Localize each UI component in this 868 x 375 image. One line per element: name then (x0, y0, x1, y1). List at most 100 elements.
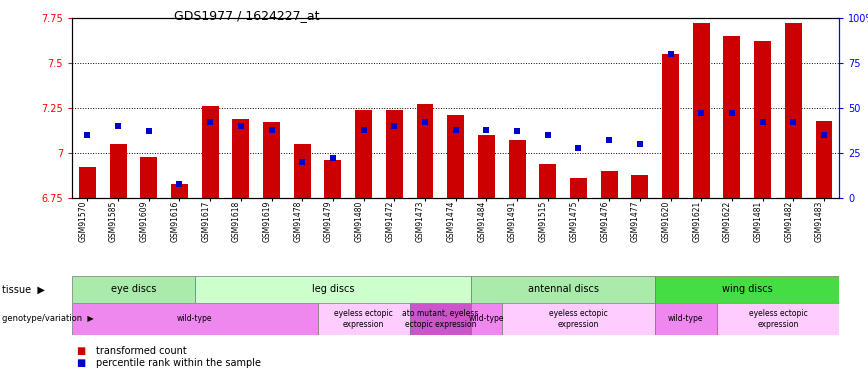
Text: GSM91484: GSM91484 (477, 201, 486, 242)
Bar (816, 121, 832, 198)
Text: GDS1977 / 1624227_at: GDS1977 / 1624227_at (174, 9, 319, 22)
Bar (471, 303, 502, 335)
Text: GSM91477: GSM91477 (631, 201, 640, 243)
Text: GSM91475: GSM91475 (569, 201, 578, 243)
Bar (471, 276, 655, 303)
Bar (502, 303, 655, 335)
Bar (601, 171, 618, 198)
Bar (201, 106, 219, 198)
Point (141, 128, 155, 134)
Bar (724, 36, 740, 198)
Point (326, 155, 340, 161)
Bar (417, 104, 433, 198)
Bar (570, 178, 587, 198)
Bar (233, 119, 249, 198)
Point (295, 159, 309, 165)
Point (817, 132, 831, 138)
Text: wild-type: wild-type (668, 314, 704, 323)
Bar (194, 276, 471, 303)
Bar (355, 110, 372, 198)
Point (81, 132, 95, 138)
Text: ato mutant, eyeless
ectopic expression: ato mutant, eyeless ectopic expression (402, 309, 478, 328)
Text: leg discs: leg discs (312, 285, 354, 294)
Text: GSM91482: GSM91482 (785, 201, 793, 242)
Text: GSM91609: GSM91609 (140, 201, 148, 243)
Point (357, 127, 371, 133)
Bar (72, 276, 194, 303)
Bar (447, 115, 464, 198)
Point (233, 123, 247, 129)
Bar (785, 23, 802, 198)
Text: GSM91622: GSM91622 (723, 201, 732, 242)
Point (694, 110, 708, 116)
Bar (141, 157, 157, 198)
Text: GSM91474: GSM91474 (447, 201, 456, 243)
Bar (318, 303, 410, 335)
Text: ■: ■ (76, 346, 86, 356)
Text: GSM91478: GSM91478 (293, 201, 302, 242)
Point (418, 119, 432, 125)
Bar (754, 41, 771, 198)
Text: GSM91619: GSM91619 (262, 201, 272, 242)
Bar (263, 122, 280, 198)
Text: GSM91472: GSM91472 (385, 201, 394, 242)
Bar (631, 175, 648, 198)
Bar (539, 164, 556, 198)
Bar (509, 140, 525, 198)
Text: GSM91473: GSM91473 (416, 201, 425, 243)
Bar (293, 144, 311, 198)
Bar (171, 184, 187, 198)
Text: GSM91481: GSM91481 (753, 201, 763, 242)
Text: GSM91476: GSM91476 (600, 201, 609, 243)
Bar (72, 303, 318, 335)
Point (387, 123, 401, 129)
Point (725, 110, 739, 116)
Text: antennal discs: antennal discs (528, 285, 599, 294)
Text: tissue  ▶: tissue ▶ (2, 285, 44, 294)
Text: GSM91480: GSM91480 (355, 201, 364, 242)
Bar (478, 135, 495, 198)
Text: genotype/variation  ▶: genotype/variation ▶ (2, 314, 94, 323)
Text: GSM91616: GSM91616 (170, 201, 180, 242)
Point (541, 132, 555, 138)
Bar (386, 110, 403, 198)
Bar (109, 144, 127, 198)
Bar (655, 276, 839, 303)
Point (449, 127, 463, 133)
Text: GSM91585: GSM91585 (109, 201, 118, 242)
Text: eyeless ectopic
expression: eyeless ectopic expression (549, 309, 608, 328)
Text: percentile rank within the sample: percentile rank within the sample (96, 358, 261, 368)
Point (265, 127, 279, 133)
Text: ■: ■ (76, 358, 86, 368)
Text: GSM91570: GSM91570 (78, 201, 88, 243)
Point (602, 137, 616, 143)
Text: GSM91620: GSM91620 (661, 201, 671, 242)
Bar (717, 303, 839, 335)
Text: eye discs: eye discs (111, 285, 156, 294)
Text: GSM91617: GSM91617 (201, 201, 210, 242)
Point (786, 119, 800, 125)
Text: GSM91479: GSM91479 (324, 201, 333, 243)
Point (479, 127, 493, 133)
Text: eyeless ectopic
expression: eyeless ectopic expression (334, 309, 393, 328)
Bar (693, 23, 710, 198)
Bar (325, 160, 341, 198)
Text: wild-type: wild-type (177, 314, 213, 323)
Text: wild-type: wild-type (469, 314, 504, 323)
Text: GSM91618: GSM91618 (232, 201, 240, 242)
Text: GSM91483: GSM91483 (815, 201, 824, 242)
Bar (655, 303, 717, 335)
Point (510, 128, 524, 134)
Point (756, 119, 770, 125)
Point (203, 119, 217, 125)
Text: GSM91515: GSM91515 (539, 201, 548, 242)
Point (173, 181, 187, 187)
Text: wing discs: wing discs (722, 285, 773, 294)
Bar (662, 54, 679, 198)
Text: GSM91491: GSM91491 (508, 201, 517, 242)
Bar (79, 167, 95, 198)
Point (111, 123, 125, 129)
Point (664, 51, 678, 57)
Text: eyeless ectopic
expression: eyeless ectopic expression (748, 309, 807, 328)
Text: GSM91621: GSM91621 (693, 201, 701, 242)
